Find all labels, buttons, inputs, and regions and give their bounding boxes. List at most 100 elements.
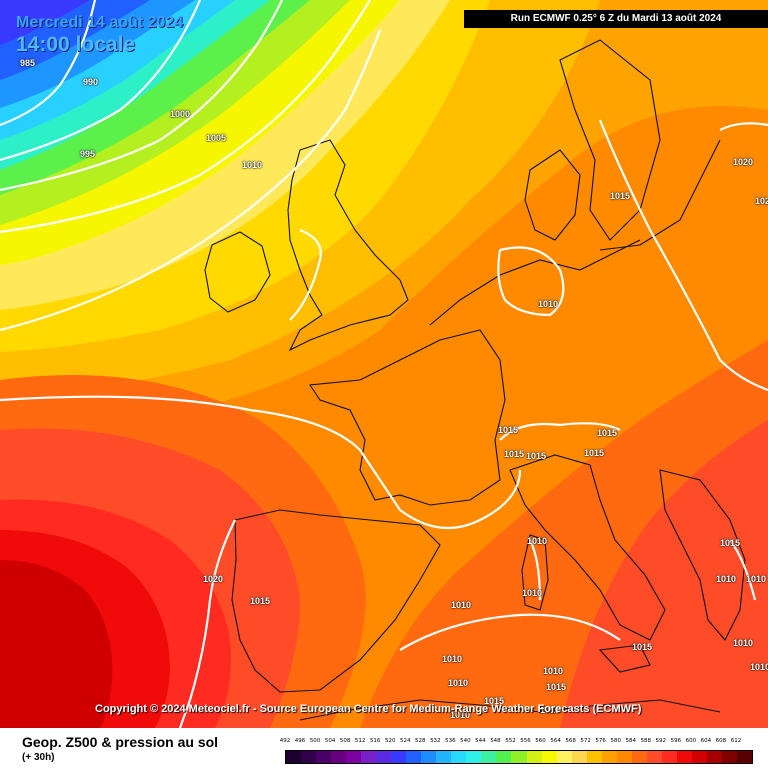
color-scale-swatch <box>286 751 302 763</box>
color-scale-swatch <box>571 751 587 763</box>
color-scale-swatch <box>616 751 632 763</box>
isobar-label: 985 <box>20 58 36 68</box>
color-scale-tick: 580 <box>610 738 621 744</box>
color-scale-swatch <box>346 751 362 763</box>
forecast-date: Mercredi 14 août 2024 <box>16 14 184 31</box>
color-scale-swatch <box>376 751 392 763</box>
color-scale-swatch <box>676 751 692 763</box>
color-scale-swatch <box>466 751 482 763</box>
color-scale-swatch <box>301 751 317 763</box>
isobar-label: 1020 <box>203 574 224 584</box>
color-scale-tick: 612 <box>730 738 742 744</box>
color-scale-tick: 524 <box>400 738 411 744</box>
isobar-label: 1015 <box>546 682 567 692</box>
isobar-label: 1015 <box>597 428 618 438</box>
color-scale-swatch <box>496 751 512 763</box>
color-scale-tick: 504 <box>324 738 336 744</box>
color-scale-tick: 492 <box>279 738 291 744</box>
isobar-label: 1015 <box>250 596 271 606</box>
color-scale-tick: 600 <box>685 738 697 744</box>
run-info-banner: Run ECMWF 0.25° 6 Z du Mardi 13 août 202… <box>464 10 768 28</box>
color-scale-tick: 572 <box>580 738 591 744</box>
isobar-label: 1010 <box>716 574 737 584</box>
color-scale-swatch <box>706 751 722 763</box>
color-scale-labels: 492 496 500 504 508 512 516 520 524 528 532 536 540 5… <box>279 738 752 747</box>
color-scale-swatch <box>631 751 647 763</box>
weather-map: Mercredi 14 août 2024 14:00 locale Run E… <box>0 0 768 728</box>
isobar-label: 1015 <box>610 191 631 201</box>
isobar-label: 1010 <box>448 678 469 688</box>
color-scale-tick: 584 <box>625 738 636 744</box>
isobar-label: 1010 <box>451 600 472 610</box>
color-scale-tick: 552 <box>505 738 516 744</box>
isobar-label: 1010 <box>527 536 548 546</box>
isobar-label: 1010 <box>543 666 564 676</box>
color-scale-tick: 576 <box>595 738 606 744</box>
isobar-label: 990 <box>83 77 99 87</box>
isobar-label: 1015 <box>484 696 505 706</box>
color-scale-tick: 588 <box>640 738 652 744</box>
isobar-label: 1010 <box>540 705 561 715</box>
color-scale-swatch <box>601 751 617 763</box>
color-scale-swatch <box>436 751 452 763</box>
color-scale-tick: 528 <box>415 738 426 744</box>
isobar-label: 1015 <box>584 448 605 458</box>
color-scale-tick: 564 <box>550 738 561 744</box>
color-scale-swatch <box>511 751 527 763</box>
color-scale-tick: 592 <box>655 738 667 744</box>
color-scale <box>285 750 753 764</box>
color-scale-swatch <box>526 751 542 763</box>
isobar-label: 995 <box>80 149 96 159</box>
isobar-label: 1015 <box>498 425 519 435</box>
color-scale-swatch <box>316 751 332 763</box>
color-scale-tick: 608 <box>715 738 727 744</box>
color-scale-swatch <box>736 751 752 763</box>
color-scale-swatch <box>406 751 422 763</box>
color-scale-tick: 516 <box>369 738 381 744</box>
isobar-label: 1020 <box>755 196 768 206</box>
color-scale-swatch <box>451 751 467 763</box>
map-canvas <box>0 0 768 728</box>
color-scale-swatch <box>361 751 377 763</box>
color-scale-swatch <box>646 751 662 763</box>
color-scale-tick: 496 <box>294 738 306 744</box>
color-scale-swatch <box>481 751 497 763</box>
lead-time: (+ 30h) <box>22 752 55 763</box>
isobar-label: 1010 <box>522 588 543 598</box>
color-scale-tick: 548 <box>490 738 501 744</box>
isobar-label: 1010 <box>746 574 767 584</box>
color-scale-swatch <box>541 751 557 763</box>
color-scale-tick: 544 <box>475 738 486 744</box>
color-scale-swatch <box>661 751 677 763</box>
isobar-label: 1015 <box>720 538 741 548</box>
color-scale-tick: 520 <box>384 738 396 744</box>
color-scale-swatch <box>421 751 437 763</box>
color-scale-swatch <box>691 751 707 763</box>
isobar-label: 1010 <box>538 299 559 309</box>
isobar-label: 1015 <box>632 642 653 652</box>
isobar-label: 1020 <box>733 157 754 167</box>
color-scale-tick: 560 <box>535 738 546 744</box>
color-scale-swatch <box>721 751 737 763</box>
isobar-label: 1015 <box>526 451 547 461</box>
color-scale-tick: 512 <box>354 738 366 744</box>
isobar-label: 1010 <box>750 662 768 672</box>
color-scale-tick: 532 <box>430 738 441 744</box>
isobar-label: 1005 <box>206 133 227 143</box>
color-scale-tick: 508 <box>339 738 351 744</box>
color-scale-tick: 540 <box>460 738 471 744</box>
color-scale-tick: 536 <box>445 738 456 744</box>
color-scale-tick: 596 <box>670 738 682 744</box>
color-scale-tick: 556 <box>520 738 531 744</box>
color-scale-swatch <box>331 751 347 763</box>
isobar-label: 1010 <box>442 654 463 664</box>
color-scale-swatch <box>586 751 602 763</box>
forecast-time: 14:00 locale <box>16 33 136 56</box>
isobar-label: 1000 <box>170 109 191 119</box>
isobar-label: 1010 <box>242 160 263 170</box>
color-scale-swatch <box>391 751 407 763</box>
color-scale-tick: 568 <box>565 738 576 744</box>
color-scale-tick: 604 <box>700 738 712 744</box>
color-scale-tick: 500 <box>309 738 321 744</box>
isobar-label: 1015 <box>504 449 525 459</box>
